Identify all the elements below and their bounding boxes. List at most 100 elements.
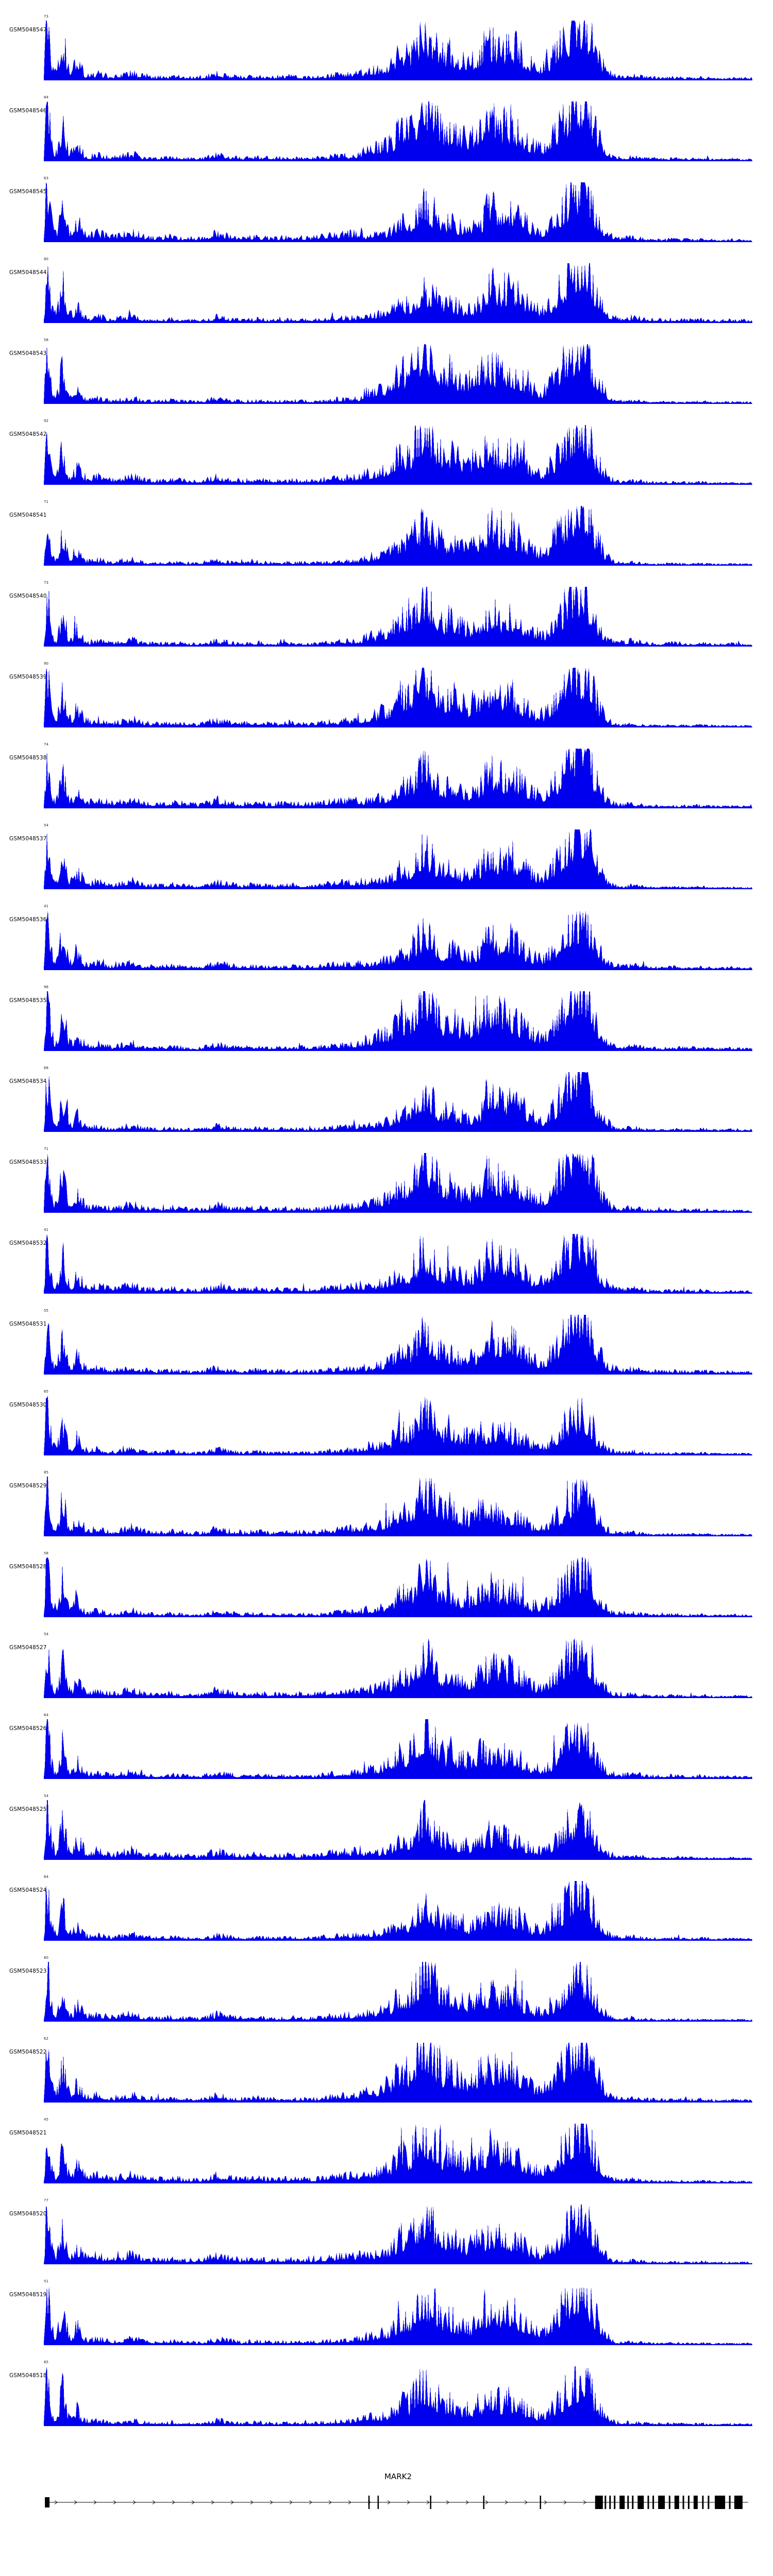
coverage-signal: [44, 21, 752, 80]
coverage-track-row: GSM5048534 68: [0, 1066, 773, 1151]
track-ymax-label: 64: [44, 1875, 48, 1879]
track-ymax-label: 92: [44, 419, 48, 423]
coverage-track-row: GSM5048531 55: [0, 1309, 773, 1394]
track-ymax-label: 68: [44, 1066, 48, 1070]
coverage-signal: [44, 587, 752, 647]
coverage-area: [44, 1315, 752, 1375]
coverage-signal: [44, 1153, 752, 1213]
sample-track-label: GSM5048534: [9, 1078, 47, 1084]
strand-arrow-icon: [407, 2500, 410, 2504]
coverage-track-row: GSM5048547 73: [0, 14, 773, 99]
strand-arrow-icon: [211, 2500, 214, 2504]
track-ymax-label: 73: [44, 14, 48, 19]
track-ymax-label: 54: [44, 823, 48, 827]
coverage-plot-area: 60: [44, 1956, 752, 2022]
strand-arrow-icon: [289, 2500, 293, 2504]
gene-name-label: MARK2: [384, 2472, 412, 2481]
coverage-signal: [44, 2043, 752, 2103]
strand-arrow-icon: [426, 2500, 430, 2504]
coverage-plot-area: 65: [44, 1389, 752, 1455]
strand-arrow-icon: [172, 2500, 175, 2504]
exon: [595, 2496, 603, 2509]
exon: [682, 2496, 684, 2509]
coverage-area: [44, 1719, 752, 1779]
sample-track-label: GSM5048533: [9, 1159, 47, 1165]
coverage-track-row: GSM5048538 74: [0, 742, 773, 827]
coverage-signal: [44, 506, 752, 566]
coverage-signal: [44, 991, 752, 1051]
track-ymax-label: 58: [44, 1551, 48, 1555]
coverage-plot-area: 74: [44, 742, 752, 808]
coverage-track-row: GSM5048536 41: [0, 904, 773, 989]
sample-track-label: GSM5048542: [9, 431, 47, 437]
coverage-plot-area: 73: [44, 14, 752, 80]
sample-track-label: GSM5048539: [9, 674, 47, 680]
sample-track-label: GSM5048531: [9, 1321, 47, 1327]
sample-track-label: GSM5048520: [9, 2211, 47, 2217]
coverage-area: [44, 1234, 752, 1294]
coverage-plot-area: 51: [44, 2279, 752, 2345]
coverage-signal: [44, 829, 752, 889]
coverage-track-row: GSM5048518 65: [0, 2360, 773, 2445]
coverage-track-row: GSM5048545 63: [0, 176, 773, 261]
coverage-plot-area: 73: [44, 581, 752, 647]
coverage-area: [44, 668, 752, 727]
coverage-track-row: GSM5048544 80: [0, 257, 773, 342]
coverage-signal: [44, 2285, 752, 2345]
coverage-plot-area: 55: [44, 1309, 752, 1375]
exon: [45, 2497, 50, 2507]
track-ymax-label: 58: [44, 338, 48, 342]
coverage-area: [44, 1153, 752, 1213]
coverage-plot-area: 54: [44, 1794, 752, 1860]
coverage-track-row: GSM5048533 71: [0, 1147, 773, 1232]
coverage-track-row: GSM5048522 62: [0, 2037, 773, 2122]
exon: [637, 2496, 644, 2509]
exon: [693, 2496, 698, 2509]
strand-arrow-icon: [54, 2500, 58, 2504]
coverage-signal: [44, 1396, 752, 1455]
sample-track-label: GSM5048528: [9, 1564, 47, 1570]
coverage-track-row: GSM5048532 41: [0, 1228, 773, 1313]
strand-arrow-icon: [270, 2500, 273, 2504]
coverage-track-row: GSM5048540 73: [0, 581, 773, 666]
coverage-track-row: GSM5048535 96: [0, 985, 773, 1070]
strand-arrow-icon: [485, 2500, 489, 2504]
coverage-area: [44, 1881, 752, 1941]
track-ymax-label: 55: [44, 1309, 48, 1313]
coverage-track-row: GSM5048521 45: [0, 2117, 773, 2202]
coverage-area: [44, 587, 752, 647]
exon: [687, 2496, 690, 2509]
strand-arrow-icon: [563, 2500, 567, 2504]
coverage-area: [44, 506, 752, 566]
exon: [729, 2496, 731, 2509]
strand-arrow-icon: [309, 2500, 312, 2504]
coverage-plot-area: 58: [44, 1551, 752, 1617]
coverage-plot-area: 41: [44, 904, 752, 970]
sample-track-label: GSM5048535: [9, 997, 47, 1004]
sample-track-label: GSM5048529: [9, 1483, 47, 1489]
exon: [430, 2496, 431, 2509]
coverage-signal: [44, 2124, 752, 2183]
coverage-area: [44, 1800, 752, 1860]
sample-track-label: GSM5048519: [9, 2292, 47, 2298]
coverage-area: [44, 991, 752, 1051]
coverage-track-row: GSM5048519 51: [0, 2279, 773, 2364]
coverage-signal: [44, 2205, 752, 2264]
coverage-signal: [44, 1800, 752, 1860]
coverage-plot-area: 65: [44, 2360, 752, 2426]
strand-arrow-icon: [132, 2500, 136, 2504]
strand-arrow-icon: [544, 2500, 547, 2504]
track-ymax-label: 63: [44, 176, 48, 180]
track-ymax-label: 73: [44, 581, 48, 585]
coverage-plot-area: 77: [44, 2198, 752, 2264]
coverage-plot-area: 96: [44, 985, 752, 1051]
sample-track-label: GSM5048541: [9, 512, 47, 518]
sample-track-label: GSM5048540: [9, 593, 47, 599]
coverage-signal: [44, 263, 752, 323]
track-ymax-label: 96: [44, 985, 48, 989]
sample-track-label: GSM5048518: [9, 2372, 47, 2379]
coverage-plot-area: 68: [44, 1066, 752, 1132]
coverage-signal: [44, 668, 752, 727]
coverage-area: [44, 910, 752, 970]
sample-track-label: GSM5048538: [9, 755, 47, 761]
